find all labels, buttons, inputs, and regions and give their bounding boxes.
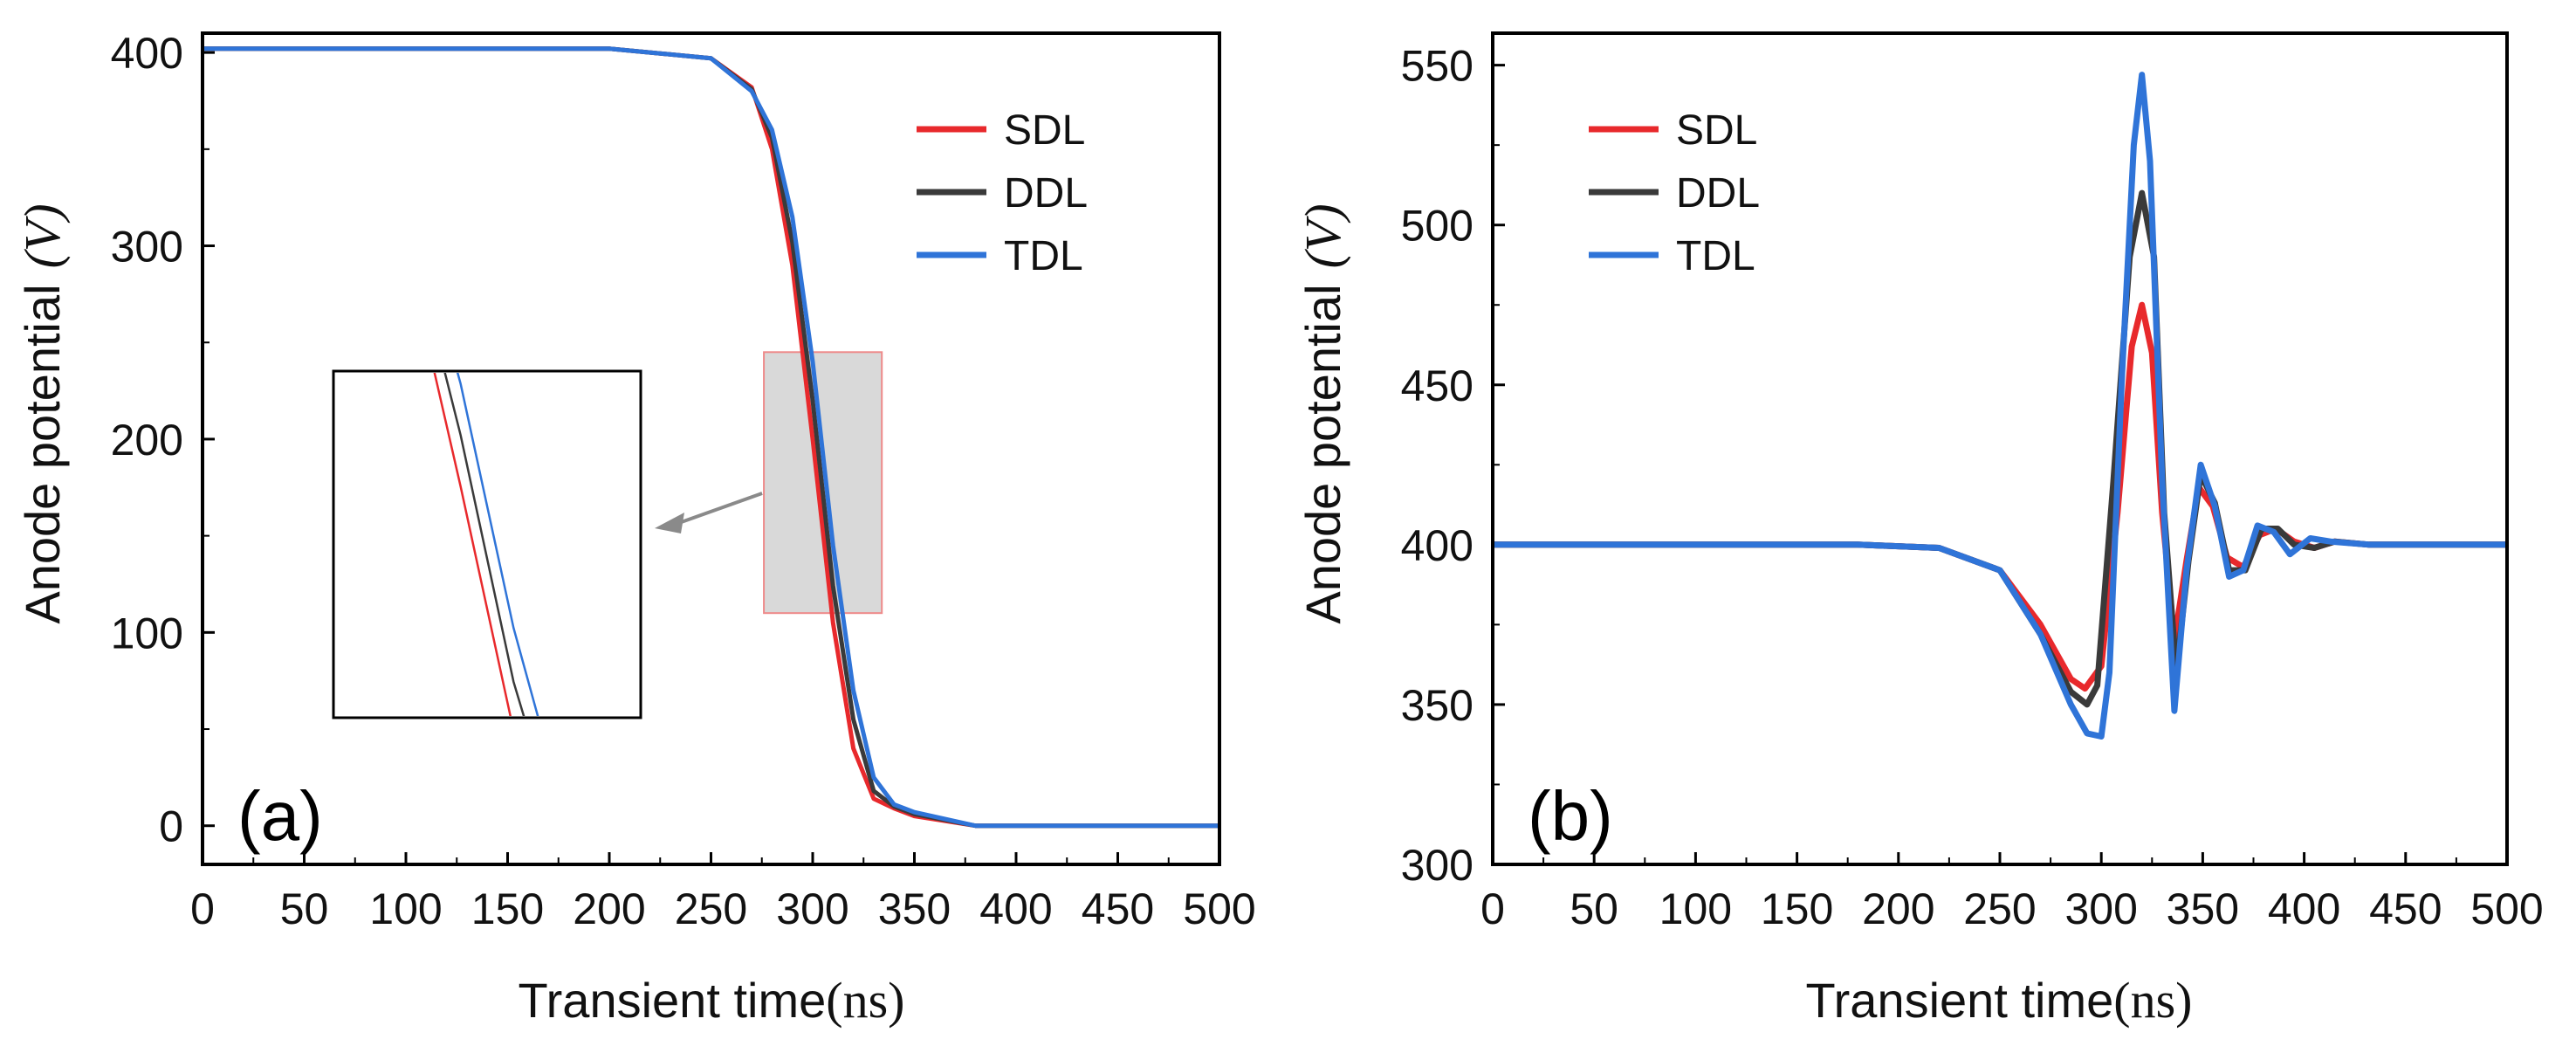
y-axis-title-text: Anode potential xyxy=(15,284,70,623)
x-tick-label: 150 xyxy=(1761,884,1833,933)
x-tick-label: 250 xyxy=(1963,884,2036,933)
x-tick-label: 100 xyxy=(369,884,442,933)
legend-label-tdl: TDL xyxy=(1004,233,1083,279)
legend-label-sdl: SDL xyxy=(1676,107,1757,154)
x-axis-title: Transient time(ns) xyxy=(519,972,905,1029)
y-axis-title: Anode potential (V) xyxy=(1295,203,1351,623)
panel-label: (b) xyxy=(1528,777,1613,855)
x-tick-label: 300 xyxy=(776,884,848,933)
x-axis-title-unit: (ns) xyxy=(2113,972,2192,1029)
y-axis-title-text: Anode potential xyxy=(1295,284,1350,623)
y-tick-label: 200 xyxy=(111,416,183,465)
x-tick-label: 0 xyxy=(190,884,215,933)
x-tick-label: 200 xyxy=(1862,884,1934,933)
chart-panel-a: 0 50 100 150 200 250 300 350 400 450 500 0 100 200 300… xyxy=(14,29,1256,1029)
x-axis-title-unit: (ns) xyxy=(826,972,904,1029)
y-tick-label: 300 xyxy=(1401,841,1473,890)
x-tick-label: 50 xyxy=(280,884,329,933)
x-axis-title-text: Transient time xyxy=(1806,973,2114,1028)
x-tick-label: 300 xyxy=(2064,884,2137,933)
series-line-tdl xyxy=(204,46,1218,829)
series-line-sdl xyxy=(1494,301,2505,692)
y-tick-label: 300 xyxy=(111,223,183,272)
series-line-tdl xyxy=(1494,72,2505,740)
inset-arrow-head xyxy=(655,513,684,533)
x-tick-label: 500 xyxy=(1183,884,1255,933)
x-tick-label: 250 xyxy=(675,884,747,933)
x-tick-label: 450 xyxy=(2369,884,2442,933)
y-tick-label: 550 xyxy=(1401,42,1473,91)
inset-arrow-shaft xyxy=(673,492,763,526)
x-axis-title-text: Transient time xyxy=(519,973,827,1028)
y-axis-title-unit: (V) xyxy=(14,203,71,268)
series-group xyxy=(1494,72,2505,740)
x-tick-label: 350 xyxy=(2167,884,2239,933)
y-tick-label: 400 xyxy=(111,29,183,78)
y-tick-label: 400 xyxy=(1401,521,1473,570)
inset-line-tdl xyxy=(456,373,539,716)
x-tick-label: 400 xyxy=(2268,884,2340,933)
y-tick-label: 450 xyxy=(1401,361,1473,410)
x-tick-label: 200 xyxy=(573,884,645,933)
y-axis-title: Anode potential (V) xyxy=(14,203,71,623)
x-axis-title: Transient time(ns) xyxy=(1806,972,2193,1029)
y-tick-label: 500 xyxy=(1401,202,1473,251)
y-tick-label: 100 xyxy=(111,609,183,657)
x-tick-label: 150 xyxy=(471,884,544,933)
x-tick-label: 400 xyxy=(979,884,1052,933)
chart-panel-b: 0 50 100 150 200 250 300 350 400 450 500 300 350 400 4… xyxy=(1295,31,2544,1029)
legend-label-sdl: SDL xyxy=(1004,107,1085,154)
series-group xyxy=(204,46,1218,829)
y-tick-label: 350 xyxy=(1401,681,1473,730)
series-line-ddl xyxy=(1494,189,2505,708)
x-tick-label: 0 xyxy=(1480,884,1505,933)
x-tick-label: 350 xyxy=(878,884,951,933)
x-tick-label: 100 xyxy=(1659,884,1732,933)
panel-label: (a) xyxy=(237,777,323,855)
inset-line-ddl xyxy=(443,373,526,716)
y-axis-title-unit: (V) xyxy=(1295,203,1351,268)
plot-frame xyxy=(1491,31,2509,866)
y-tick-label: 0 xyxy=(159,802,183,851)
legend-label-ddl: DDL xyxy=(1676,170,1760,217)
x-tick-label: 450 xyxy=(1082,884,1154,933)
x-tick-label: 500 xyxy=(2470,884,2543,933)
legend-label-ddl: DDL xyxy=(1004,170,1088,217)
legend-label-tdl: TDL xyxy=(1676,233,1755,279)
x-tick-label: 50 xyxy=(1570,884,1618,933)
inset-series-group xyxy=(433,373,539,716)
inset-zoom-box xyxy=(332,369,642,719)
